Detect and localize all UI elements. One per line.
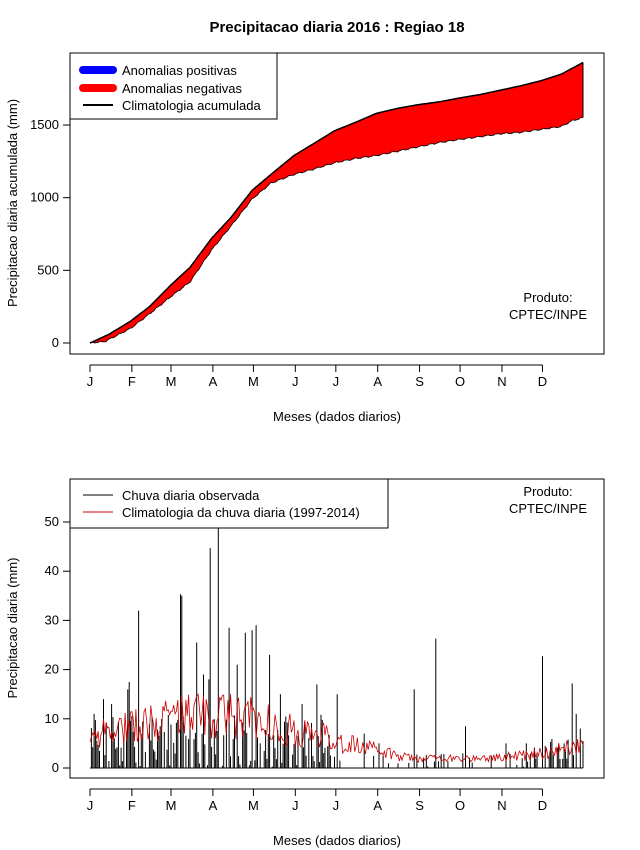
- bottom-y-tick-label: 0: [52, 760, 59, 775]
- bottom-x-tick-label: A: [373, 798, 382, 813]
- top-y-tick-label: 1500: [30, 117, 59, 132]
- bottom-x-tick-label: J: [333, 798, 340, 813]
- legend-label-positive: Anomalias positivas: [122, 63, 237, 78]
- bottom-x-tick-label: M: [166, 798, 177, 813]
- top-y-tick-label: 0: [52, 335, 59, 350]
- top-x-tick-label: A: [373, 374, 382, 389]
- top-x-label: Meses (dados diarios): [273, 409, 401, 424]
- bottom-product-label: Produto:: [523, 484, 572, 499]
- legend-label-climatology: Climatologia acumulada: [122, 98, 262, 113]
- top-legend: Anomalias positivas Anomalias negativas …: [69, 52, 278, 120]
- legend-label-observed: Chuva diaria observada: [122, 488, 260, 503]
- top-x-tick-label: A: [209, 374, 218, 389]
- daily-climatology-line: [89, 692, 584, 764]
- bottom-x-tick-label: D: [538, 798, 547, 813]
- top-x-tick-label: J: [87, 374, 94, 389]
- daily-marks: [89, 492, 584, 769]
- top-product-label: Produto:: [523, 290, 572, 305]
- top-plot-frame: [69, 52, 605, 355]
- top-x-tick-label: O: [455, 374, 465, 389]
- top-x-tick-label: J: [333, 374, 340, 389]
- observed-accumulated-line: [89, 117, 584, 344]
- bottom-product-source: CPTEC/INPE: [509, 501, 587, 516]
- top-x-tick-label: S: [415, 374, 424, 389]
- bottom-legend: Chuva diaria observada Climatologia da c…: [69, 478, 389, 529]
- bottom-y-axis: 0 10 20 30 40 50: [45, 514, 70, 775]
- bottom-x-tick-label: J: [292, 798, 299, 813]
- bottom-x-tick-label: S: [415, 798, 424, 813]
- top-x-tick-label: J: [292, 374, 299, 389]
- climatology-accumulated-line: [89, 61, 584, 344]
- top-y-tick-label: 500: [37, 262, 59, 277]
- top-y-axis: 0 500 1000 1500: [30, 117, 70, 350]
- legend-label-daily-climatology: Climatologia da chuva diaria (1997-2014): [122, 505, 360, 520]
- top-x-tick-label: D: [538, 374, 547, 389]
- bottom-x-tick-label: A: [209, 798, 218, 813]
- legend-label-negative: Anomalias negativas: [122, 81, 242, 96]
- bottom-x-tick-label: F: [128, 798, 136, 813]
- top-x-tick-label: N: [497, 374, 506, 389]
- bottom-x-tick-label: O: [455, 798, 465, 813]
- bottom-x-tick-label: M: [248, 798, 259, 813]
- figure-title: Precipitacao diaria 2016 : Regiao 18: [209, 19, 464, 36]
- bottom-y-tick-label: 50: [45, 514, 59, 529]
- top-x-tick-label: F: [128, 374, 136, 389]
- daily-chart: 0 10 20 30 40 50 J F M A M J J A S O N D Meses (dados di…: [5, 478, 605, 848]
- top-y-tick-label: 1000: [30, 190, 59, 205]
- bottom-legend-box: [69, 478, 389, 529]
- negative-anomaly-area: [90, 62, 583, 343]
- observed-daily-bars: [90, 492, 584, 768]
- top-product-source: CPTEC/INPE: [509, 307, 587, 322]
- bottom-y-tick-label: 40: [45, 563, 59, 578]
- accumulated-chart: 0 500 1000 1500 J F M A M J J A S O N D Meses (dados d…: [5, 52, 605, 424]
- bottom-y-tick-label: 10: [45, 711, 59, 726]
- bottom-y-tick-label: 20: [45, 662, 59, 677]
- top-x-tick-label: M: [166, 374, 177, 389]
- bottom-x-tick-label: N: [497, 798, 506, 813]
- bottom-x-label: Meses (dados diarios): [273, 833, 401, 848]
- top-x-tick-label: M: [248, 374, 259, 389]
- bottom-x-tick-label: J: [87, 798, 94, 813]
- bottom-y-tick-label: 30: [45, 612, 59, 627]
- accumulated-marks: [89, 61, 584, 344]
- bottom-y-label: Precipitacao diaria (mm): [5, 558, 20, 699]
- top-y-label: Precipitacao diaria acumulada (mm): [5, 99, 20, 307]
